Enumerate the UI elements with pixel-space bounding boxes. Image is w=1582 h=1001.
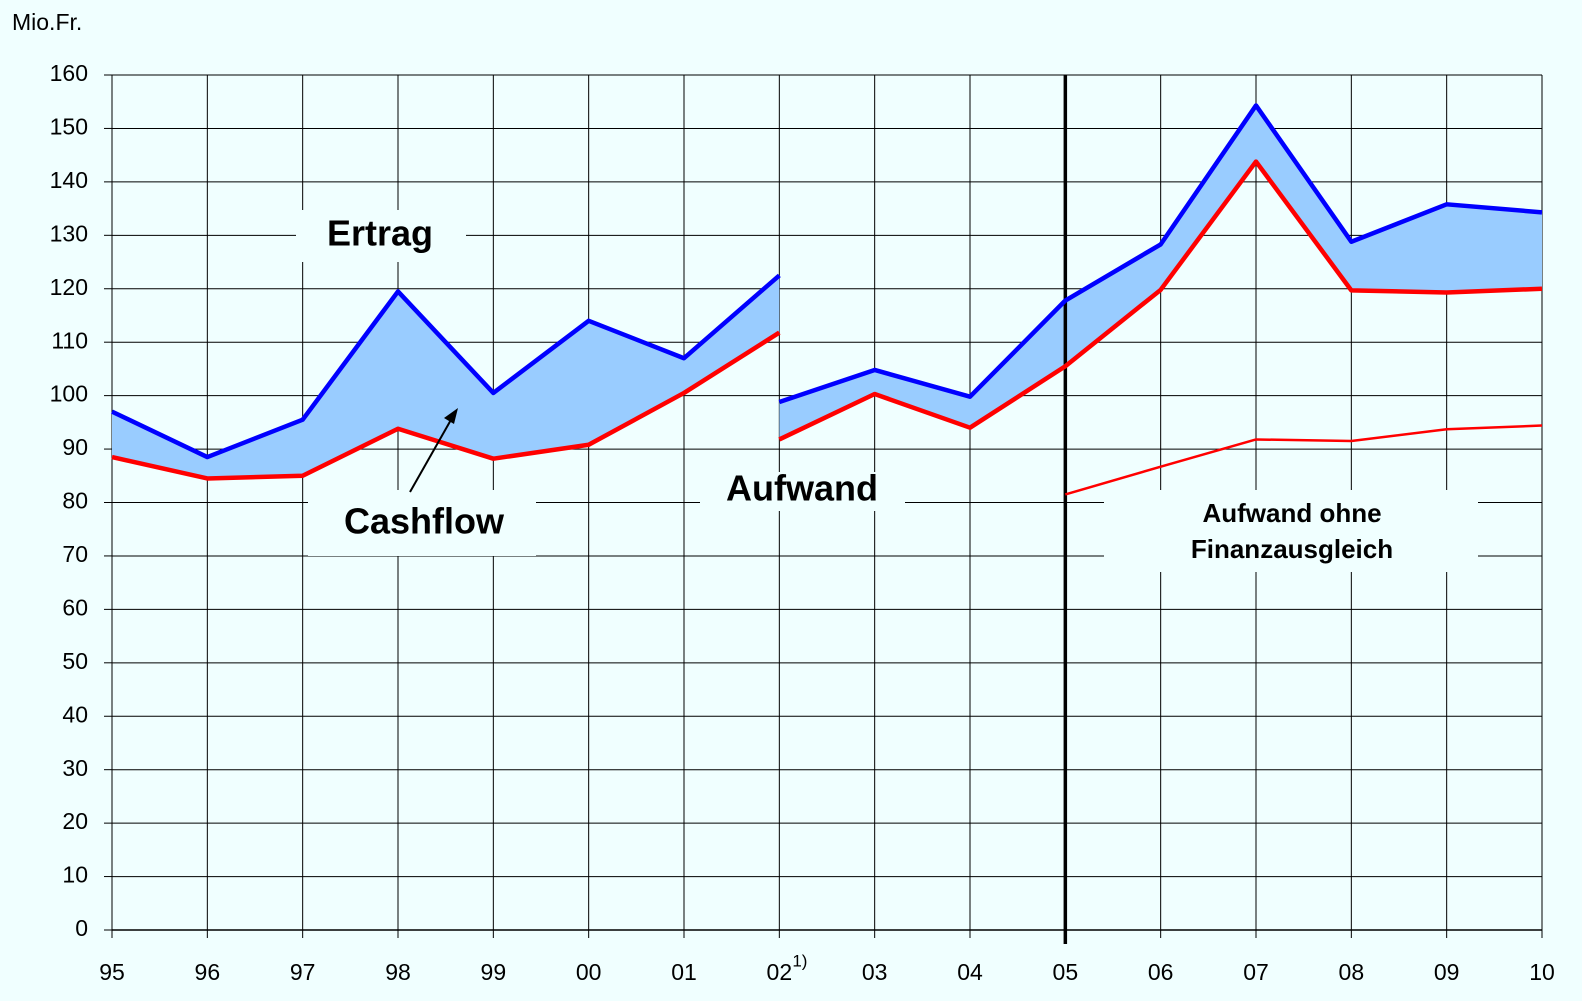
y-tick-label: 130 — [50, 220, 88, 246]
series-line — [778, 159, 1543, 442]
x-tick-label: 08 — [1339, 959, 1365, 985]
series-line — [111, 330, 781, 481]
y-tick-label: 10 — [62, 862, 88, 888]
x-tick-label: 98 — [385, 959, 411, 985]
label-bg — [700, 472, 905, 511]
cashflow-label: Cashflow — [344, 501, 505, 542]
x-tick-label: 95 — [99, 959, 125, 985]
x-tick-label: 04 — [957, 959, 983, 985]
x-tick-label: 00 — [576, 959, 602, 985]
x-tick-label: 02 — [767, 959, 793, 985]
aufwand-label: Aufwand — [726, 468, 878, 509]
y-tick-label: 50 — [62, 648, 88, 674]
label-bg — [1104, 490, 1478, 572]
aufwand-ohne-label: Aufwand ohne Finanzausgleich — [1191, 498, 1393, 564]
x-tick-label: 01 — [671, 959, 697, 985]
series-line — [778, 103, 1543, 405]
label-bg — [296, 210, 466, 262]
ertrag-label: Ertrag — [327, 213, 433, 254]
cashflow-arrow — [409, 417, 453, 493]
x-tick-label: 06 — [1148, 959, 1174, 985]
category-note: 1) — [792, 951, 807, 970]
x-tick-label: 09 — [1434, 959, 1460, 985]
y-tick-label: 100 — [50, 381, 88, 407]
series-line — [111, 273, 781, 460]
x-tick-label: 03 — [862, 959, 888, 985]
arrowhead — [444, 408, 458, 424]
y-tick-label: 160 — [50, 60, 88, 86]
x-tick-label: 97 — [290, 959, 316, 985]
aufwand-ohne-box: Aufwand ohne Finanzausgleich — [1104, 490, 1478, 572]
cashflow-area — [779, 105, 1542, 440]
ertrag-label-box: Ertrag — [296, 210, 466, 262]
aufwand-label-box: Aufwand — [700, 468, 905, 511]
y-tick-label: 40 — [62, 701, 88, 727]
y-tick-label: 150 — [50, 114, 88, 140]
y-tick-label: 90 — [62, 434, 88, 460]
y-tick-label: 60 — [62, 594, 88, 620]
x-tick-label: 07 — [1243, 959, 1269, 985]
y-tick-label: 140 — [50, 167, 88, 193]
x-tick-label: 10 — [1529, 959, 1555, 985]
cashflow-area — [112, 275, 780, 479]
y-tick-label: 110 — [51, 327, 88, 353]
y-tick-label: 20 — [62, 808, 88, 834]
cashflow-label-box: Cashflow — [308, 490, 536, 556]
y-tick-label: 120 — [50, 274, 88, 300]
label-bg — [308, 490, 536, 556]
y-tick-label: 70 — [62, 541, 88, 567]
x-tick-label: 99 — [481, 959, 507, 985]
y-tick-label: 30 — [62, 755, 88, 781]
series-line — [1064, 424, 1543, 496]
x-tick-label: 05 — [1053, 959, 1079, 985]
y-tick-label: 0 — [75, 915, 88, 941]
x-tick-label: 96 — [195, 959, 221, 985]
y-unit: Mio.Fr. — [12, 9, 82, 35]
y-tick-label: 80 — [62, 488, 88, 514]
